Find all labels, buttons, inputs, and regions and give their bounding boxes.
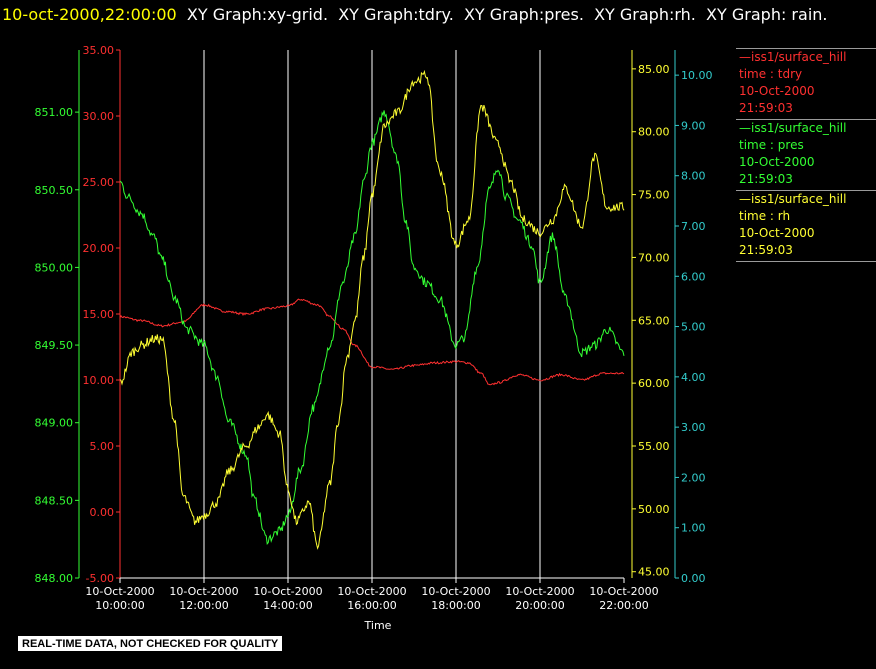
graph-list: XY Graph:xy-grid. XY Graph:tdry. XY Grap… <box>176 5 828 24</box>
pres-tick-label: 849.50 <box>35 339 74 352</box>
tdry-tick-label: 10.00 <box>83 374 115 387</box>
pres-tick-label: 850.00 <box>35 261 74 274</box>
x-tick-label-time: 20:00:00 <box>515 599 564 612</box>
legend-time: 21:59:03 <box>739 172 793 186</box>
x-tick-label-date: 10-Oct-2000 <box>589 585 658 598</box>
rain-tick-label: 5.00 <box>681 321 706 334</box>
pres-tick-label: 848.50 <box>35 494 74 507</box>
pres-tick-label: 848.00 <box>35 572 74 585</box>
tdry-tick-label: 25.00 <box>83 176 115 189</box>
rh-tick-label: 55.00 <box>638 440 670 453</box>
rain-tick-label: 0.00 <box>681 572 706 585</box>
legend: —iss1/surface_hill time : tdry 10-Oct-20… <box>736 48 876 262</box>
x-tick-label-date: 10-Oct-2000 <box>169 585 238 598</box>
legend-variable: time : pres <box>739 138 804 152</box>
legend-date: 10-Oct-2000 <box>739 84 815 98</box>
rain-tick-label: 9.00 <box>681 119 706 132</box>
legend-source: —iss1/surface_hill <box>739 121 847 135</box>
rain-tick-label: 8.00 <box>681 170 706 183</box>
series-line-pres <box>119 110 625 546</box>
legend-entry-tdry: —iss1/surface_hill time : tdry 10-Oct-20… <box>736 48 876 119</box>
title-bar: 10-oct-2000,22:00:00 XY Graph:xy-grid. X… <box>2 2 872 28</box>
vertical-grid <box>203 50 541 578</box>
rh-tick-label: 50.00 <box>638 503 670 516</box>
pres-tick-label: 849.00 <box>35 417 74 430</box>
pres-tick-label: 850.50 <box>35 184 74 197</box>
legend-source: —iss1/surface_hill <box>739 50 847 64</box>
tdry-tick-label: 35.00 <box>83 44 115 57</box>
x-tick-label-time: 10:00:00 <box>95 599 144 612</box>
x-tick-label-time: 14:00:00 <box>263 599 312 612</box>
rain-tick-label: 4.00 <box>681 371 706 384</box>
pres-tick-label: 851.00 <box>35 106 74 119</box>
x-tick-label-time: 16:00:00 <box>347 599 396 612</box>
rain-tick-label: 2.00 <box>681 471 706 484</box>
x-tick-label-time: 18:00:00 <box>431 599 480 612</box>
x-axis-label: Time <box>364 619 392 632</box>
x-axis: 10-Oct-200010:00:0010-Oct-200012:00:0010… <box>85 577 659 612</box>
legend-variable: time : rh <box>739 209 791 223</box>
rh-tick-label: 65.00 <box>638 314 670 327</box>
legend-source: —iss1/surface_hill <box>739 192 847 206</box>
x-tick-label-time: 12:00:00 <box>179 599 228 612</box>
x-tick-label-date: 10-Oct-2000 <box>85 585 154 598</box>
rh-tick-label: 70.00 <box>638 251 670 264</box>
rh-tick-label: 75.00 <box>638 189 670 202</box>
timestamp: 10-oct-2000,22:00:00 <box>2 5 177 24</box>
legend-date: 10-Oct-2000 <box>739 155 815 169</box>
tdry-tick-label: 5.00 <box>90 440 115 453</box>
legend-date: 10-Oct-2000 <box>739 226 815 240</box>
legend-time: 21:59:03 <box>739 243 793 257</box>
legend-entry-pres: —iss1/surface_hill time : pres 10-Oct-20… <box>736 119 876 190</box>
rh-tick-label: 85.00 <box>638 63 670 76</box>
tdry-tick-label: 15.00 <box>83 308 115 321</box>
rh-tick-label: 45.00 <box>638 566 670 579</box>
x-tick-label-date: 10-Oct-2000 <box>253 585 322 598</box>
tdry-tick-label: -5.00 <box>86 572 114 585</box>
legend-variable: time : tdry <box>739 67 803 81</box>
rain-tick-label: 7.00 <box>681 220 706 233</box>
plot-lines <box>119 69 625 550</box>
x-tick-label-time: 22:00:00 <box>599 599 648 612</box>
quality-notice: REAL-TIME DATA, NOT CHECKED FOR QUALITY <box>18 636 283 651</box>
rain-tick-label: 6.00 <box>681 270 706 283</box>
series-line-tdry <box>119 298 625 386</box>
legend-entry-rh: —iss1/surface_hill time : rh 10-Oct-2000… <box>736 190 876 262</box>
series-line-rh <box>119 69 625 550</box>
y-axes: 848.00 848.50 849.00 849.50 850.00 850.50 851.… <box>35 44 713 585</box>
rain-tick-label: 10.00 <box>681 69 713 82</box>
rain-tick-label: 1.00 <box>681 522 706 535</box>
rh-tick-label: 80.00 <box>638 126 670 139</box>
rh-tick-label: 60.00 <box>638 377 670 390</box>
x-tick-label-date: 10-Oct-2000 <box>505 585 574 598</box>
tdry-tick-label: 0.00 <box>90 506 115 519</box>
tdry-tick-label: 30.00 <box>83 110 115 123</box>
rain-tick-label: 3.00 <box>681 421 706 434</box>
x-tick-label-date: 10-Oct-2000 <box>337 585 406 598</box>
x-tick-label-date: 10-Oct-2000 <box>421 585 490 598</box>
tdry-tick-label: 20.00 <box>83 242 115 255</box>
legend-time: 21:59:03 <box>739 101 793 115</box>
